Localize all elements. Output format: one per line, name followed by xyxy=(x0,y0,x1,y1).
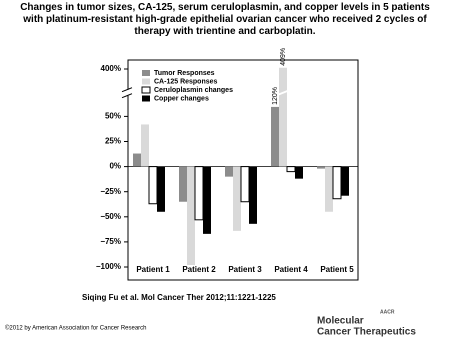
bar-break xyxy=(278,89,288,96)
axis-break-gap xyxy=(122,89,132,96)
value-label: 409% xyxy=(280,48,287,66)
bar xyxy=(317,166,325,169)
bar xyxy=(194,166,204,221)
legend-swatch xyxy=(142,70,150,76)
bar xyxy=(133,153,141,167)
y-tick-label: 400% xyxy=(101,64,121,73)
bar xyxy=(325,166,333,212)
bar xyxy=(179,166,187,202)
bar xyxy=(233,166,241,231)
legend-label: Ceruloplasmin changes xyxy=(154,87,233,94)
copyright: ©2012 by American Association for Cancer… xyxy=(5,325,147,332)
legend-label: CA-125 Responses xyxy=(154,78,218,85)
bar xyxy=(332,166,342,200)
x-tick-label: Patient 1 xyxy=(136,265,170,274)
bar xyxy=(240,166,250,203)
bar xyxy=(271,106,279,167)
y-tick-label: 0% xyxy=(109,162,121,171)
logo-text: Cancer Therapeutics xyxy=(317,327,416,338)
y-tick-label: 25% xyxy=(105,137,121,146)
y-tick-label: 50% xyxy=(105,112,121,121)
x-tick-label: Patient 5 xyxy=(320,265,354,274)
bar xyxy=(341,166,349,196)
axis-break xyxy=(121,93,133,99)
legend-label: Copper changes xyxy=(154,95,209,102)
legend-swatch xyxy=(141,86,151,94)
y-tick-label: −25% xyxy=(100,187,121,196)
y-tick-label: −50% xyxy=(100,212,121,221)
bar xyxy=(187,166,195,265)
bar xyxy=(157,166,165,212)
legend-swatch xyxy=(142,95,150,102)
x-tick-label: Patient 4 xyxy=(274,265,308,274)
x-tick-label: Patient 3 xyxy=(228,265,262,274)
citation: Siqing Fu et al. Mol Cancer Ther 2012;11… xyxy=(82,293,276,302)
bar xyxy=(295,166,303,179)
axis-break xyxy=(121,87,133,93)
bar xyxy=(203,166,211,234)
value-label: 120% xyxy=(272,87,279,105)
x-tick-label: Patient 2 xyxy=(182,265,216,274)
y-tick-label: −75% xyxy=(100,237,121,246)
bar xyxy=(286,166,296,173)
chart-title: Changes in tumor sizes, CA-125, serum ce… xyxy=(20,2,430,37)
plot-frame xyxy=(127,59,359,281)
logo-text: Molecular xyxy=(317,316,364,327)
bar xyxy=(141,124,149,167)
bar xyxy=(249,166,257,224)
bar xyxy=(225,166,233,177)
bar xyxy=(279,67,287,167)
legend-label: Tumor Responses xyxy=(154,70,215,77)
logo-badge: AACR xyxy=(380,309,395,315)
legend-swatch xyxy=(142,78,150,85)
y-tick-label: −100% xyxy=(96,262,121,271)
bar-break xyxy=(270,89,280,96)
bar xyxy=(148,166,158,205)
